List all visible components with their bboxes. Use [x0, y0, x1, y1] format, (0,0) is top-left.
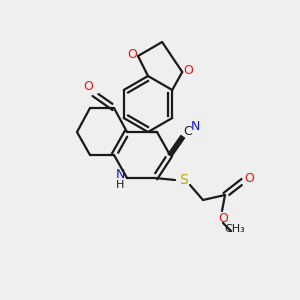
Text: O: O	[244, 172, 254, 184]
Text: H: H	[116, 180, 124, 190]
Text: N: N	[191, 121, 200, 134]
Text: N: N	[115, 169, 125, 182]
Text: O: O	[83, 80, 93, 94]
Text: O: O	[183, 64, 193, 77]
Text: O: O	[218, 212, 228, 224]
Text: S: S	[178, 173, 188, 187]
Text: CH₃: CH₃	[225, 224, 245, 234]
Text: O: O	[127, 49, 137, 62]
Text: C: C	[183, 125, 192, 139]
